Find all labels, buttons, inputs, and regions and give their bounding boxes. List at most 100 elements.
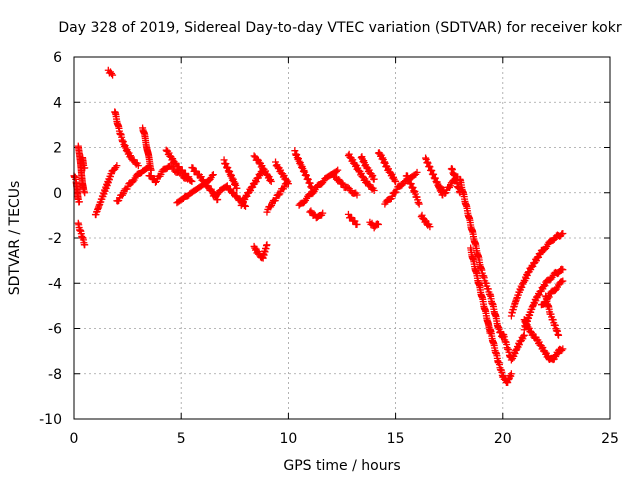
data-point bbox=[262, 167, 270, 175]
data-point bbox=[134, 162, 142, 170]
data-point bbox=[541, 282, 549, 290]
data-point bbox=[554, 350, 562, 358]
data-markers bbox=[70, 66, 567, 387]
data-point bbox=[335, 175, 343, 183]
x-tick-label: 20 bbox=[494, 431, 512, 447]
data-point bbox=[157, 170, 165, 178]
y-tick-label: 0 bbox=[53, 186, 62, 202]
data-point bbox=[369, 172, 377, 180]
y-tick-label: 4 bbox=[53, 95, 62, 111]
data-point bbox=[245, 188, 253, 196]
data-point bbox=[208, 171, 216, 179]
data-point bbox=[392, 177, 400, 185]
data-point bbox=[108, 70, 116, 78]
data-point bbox=[359, 173, 367, 181]
data-point bbox=[446, 182, 454, 190]
x-tick-label: 25 bbox=[601, 431, 619, 447]
data-point bbox=[267, 177, 275, 185]
data-point bbox=[283, 178, 291, 186]
data-point bbox=[129, 178, 137, 186]
y-tick-label: -8 bbox=[48, 367, 62, 383]
y-tick-label: -6 bbox=[48, 322, 62, 338]
data-point bbox=[520, 332, 528, 340]
data-point bbox=[223, 182, 231, 190]
data-point bbox=[437, 183, 445, 191]
data-point bbox=[319, 209, 327, 217]
data-point bbox=[81, 164, 89, 172]
data-point bbox=[266, 176, 274, 184]
data-point bbox=[242, 193, 250, 201]
data-point bbox=[113, 162, 121, 170]
data-point bbox=[547, 275, 555, 283]
data-point bbox=[370, 175, 378, 183]
x-axis-label: GPS time / hours bbox=[283, 458, 400, 474]
data-point bbox=[525, 324, 533, 332]
data-point bbox=[233, 184, 241, 192]
data-point bbox=[353, 191, 361, 199]
data-point bbox=[537, 342, 545, 350]
data-point bbox=[347, 154, 355, 162]
plot-frame bbox=[73, 56, 611, 420]
data-point bbox=[175, 163, 183, 171]
data-point bbox=[539, 344, 547, 352]
data-point bbox=[188, 177, 196, 185]
grid-lines bbox=[74, 57, 610, 419]
data-point bbox=[529, 262, 537, 270]
data-point bbox=[555, 331, 563, 339]
data-point bbox=[280, 172, 288, 180]
y-tick-label: 2 bbox=[53, 141, 62, 157]
data-point bbox=[209, 171, 217, 179]
data-point bbox=[558, 346, 566, 354]
data-point bbox=[441, 190, 449, 198]
data-point bbox=[426, 223, 434, 231]
x-tick-label: 5 bbox=[177, 431, 186, 447]
chart-title: Day 328 of 2019, Sidereal Day-to-day VTE… bbox=[58, 20, 621, 36]
y-axis-label: SDTVAR / TECUs bbox=[7, 181, 23, 296]
y-tick-label: -10 bbox=[39, 412, 62, 428]
x-tick-label: 0 bbox=[70, 431, 79, 447]
data-point bbox=[151, 178, 159, 186]
data-point bbox=[559, 345, 567, 353]
data-point bbox=[118, 191, 126, 199]
data-point bbox=[243, 192, 251, 200]
data-point bbox=[275, 191, 283, 199]
data-point bbox=[415, 200, 423, 208]
data-point bbox=[357, 169, 365, 177]
data-point bbox=[75, 198, 83, 206]
data-point bbox=[242, 202, 250, 210]
data-point bbox=[559, 277, 567, 285]
y-tick-label: -2 bbox=[48, 231, 62, 247]
data-point bbox=[165, 149, 173, 157]
data-point bbox=[109, 71, 117, 79]
data-point bbox=[268, 201, 276, 209]
data-point bbox=[284, 180, 292, 188]
x-tick-label: 10 bbox=[279, 431, 297, 447]
data-point bbox=[535, 291, 543, 299]
data-point bbox=[185, 173, 193, 181]
data-point bbox=[349, 156, 357, 164]
data-point bbox=[345, 150, 353, 158]
axis-ticks: 0 5 10 15 20 25 -10 -8 -6 -4 -2 0 2 4 6 bbox=[39, 50, 619, 447]
data-point bbox=[300, 198, 308, 206]
data-point bbox=[418, 211, 426, 219]
data-point bbox=[536, 250, 544, 258]
data-point bbox=[267, 203, 275, 211]
data-point bbox=[559, 229, 567, 237]
data-point bbox=[334, 166, 342, 174]
data-point bbox=[252, 178, 260, 186]
data-point bbox=[250, 152, 258, 160]
data-point bbox=[147, 172, 155, 180]
data-point bbox=[422, 217, 430, 225]
data-point bbox=[370, 186, 378, 194]
y-tick-label: 6 bbox=[53, 50, 62, 66]
data-point bbox=[353, 220, 361, 228]
data-point bbox=[187, 177, 195, 185]
x-tick-label: 15 bbox=[387, 431, 405, 447]
data-point bbox=[384, 165, 392, 173]
data-point bbox=[535, 338, 543, 346]
data-point bbox=[181, 169, 189, 177]
data-point bbox=[500, 372, 508, 380]
data-point bbox=[214, 190, 222, 198]
data-point bbox=[81, 189, 89, 197]
